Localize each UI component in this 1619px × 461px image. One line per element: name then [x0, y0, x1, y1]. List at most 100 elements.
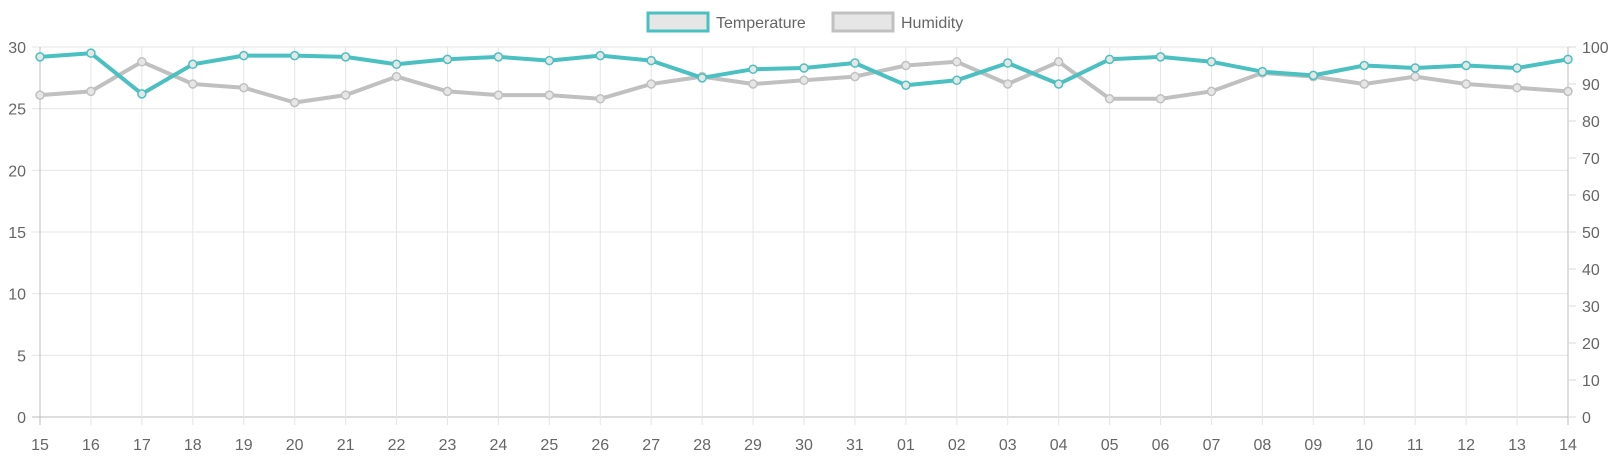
legend-item-humidity[interactable]: Humidity: [831, 11, 963, 33]
point-temperature[interactable]: [1308, 70, 1319, 81]
point-temperature[interactable]: [544, 55, 555, 66]
x-tick-label: 11: [1407, 437, 1424, 454]
point-temperature[interactable]: [442, 54, 453, 65]
point-humidity[interactable]: [1002, 79, 1013, 89]
legend-label-humidity: Humidity: [901, 15, 963, 32]
x-tick-label: 23: [439, 437, 457, 454]
point-humidity[interactable]: [1461, 79, 1471, 89]
point-humidity[interactable]: [544, 90, 555, 100]
point-temperature[interactable]: [137, 89, 147, 99]
point-temperature[interactable]: [1206, 57, 1217, 67]
x-tick-label: 21: [337, 437, 355, 454]
y-left-tick-label: 0: [17, 410, 26, 427]
x-tick-label: 01: [897, 437, 915, 454]
point-temperature[interactable]: [1053, 79, 1064, 89]
point-humidity[interactable]: [137, 57, 147, 67]
point-humidity[interactable]: [1104, 94, 1115, 104]
x-tick-label: 14: [1559, 437, 1577, 454]
x-tick-label: 08: [1254, 437, 1272, 454]
x-tick-label: 13: [1508, 437, 1526, 454]
point-humidity[interactable]: [238, 82, 249, 93]
point-temperature[interactable]: [1257, 66, 1268, 77]
point-temperature[interactable]: [901, 80, 911, 90]
point-humidity[interactable]: [799, 75, 809, 86]
point-humidity[interactable]: [952, 57, 962, 67]
x-tick-label: 02: [948, 437, 966, 454]
point-humidity[interactable]: [1359, 79, 1370, 89]
grid: [32, 46, 1576, 425]
point-temperature[interactable]: [1410, 63, 1420, 73]
y-right-tick-label: 70: [1582, 151, 1600, 168]
point-humidity[interactable]: [35, 90, 45, 100]
legend-swatch-temperature: [646, 11, 710, 33]
y-right-tick-label: 90: [1582, 77, 1600, 94]
point-temperature[interactable]: [340, 52, 351, 62]
legend-label-temperature: Temperature: [716, 15, 806, 32]
point-temperature[interactable]: [289, 50, 300, 61]
point-temperature[interactable]: [1155, 52, 1166, 62]
y-right-tick-label: 40: [1582, 262, 1600, 279]
point-temperature[interactable]: [1512, 63, 1522, 73]
y-right-tick-label: 10: [1582, 373, 1600, 390]
x-tick-label: 18: [184, 437, 202, 454]
point-humidity[interactable]: [748, 79, 758, 89]
point-temperature[interactable]: [1563, 54, 1573, 65]
point-temperature[interactable]: [595, 50, 606, 61]
x-tick-label: 30: [795, 437, 813, 454]
x-tick-label: 25: [540, 437, 558, 454]
point-humidity[interactable]: [1206, 86, 1217, 97]
x-tick-label: 20: [286, 437, 304, 454]
point-humidity[interactable]: [442, 86, 453, 97]
x-tick-label: 19: [235, 437, 253, 454]
y-right-tick-label: 30: [1582, 299, 1600, 316]
point-temperature[interactable]: [799, 63, 809, 73]
y-right-tick-label: 0: [1582, 410, 1591, 427]
point-temperature[interactable]: [188, 59, 198, 70]
point-temperature[interactable]: [850, 58, 860, 68]
x-tick-label: 12: [1457, 437, 1475, 454]
point-humidity[interactable]: [1512, 82, 1522, 93]
x-tick-label: 04: [1050, 437, 1068, 454]
legend[interactable]: Temperature Humidity: [646, 11, 963, 33]
point-humidity[interactable]: [1410, 71, 1420, 82]
point-temperature[interactable]: [646, 55, 656, 66]
point-temperature[interactable]: [697, 73, 707, 83]
point-humidity[interactable]: [289, 97, 300, 108]
x-tick-label: 28: [693, 437, 711, 454]
point-temperature[interactable]: [1359, 60, 1370, 71]
point-humidity[interactable]: [340, 90, 351, 100]
point-humidity[interactable]: [86, 86, 96, 97]
point-temperature[interactable]: [1461, 60, 1471, 71]
point-humidity[interactable]: [595, 94, 606, 104]
legend-item-temperature[interactable]: Temperature: [646, 11, 806, 33]
point-temperature[interactable]: [748, 64, 758, 74]
point-temperature[interactable]: [1002, 58, 1013, 68]
point-humidity[interactable]: [493, 90, 504, 100]
point-humidity[interactable]: [1053, 57, 1064, 67]
y-left-tick-label: 10: [8, 287, 26, 304]
x-tick-label: 17: [133, 437, 151, 454]
point-temperature[interactable]: [952, 75, 962, 86]
point-temperature[interactable]: [86, 48, 96, 58]
y-left-tick-label: 30: [8, 40, 26, 57]
point-humidity[interactable]: [850, 71, 860, 82]
point-humidity[interactable]: [391, 71, 402, 82]
point-temperature[interactable]: [238, 50, 249, 61]
x-tick-label: 16: [82, 437, 100, 454]
point-temperature[interactable]: [35, 52, 45, 62]
point-humidity[interactable]: [646, 79, 656, 89]
point-humidity[interactable]: [1563, 86, 1573, 97]
point-humidity[interactable]: [188, 79, 198, 89]
point-humidity[interactable]: [1155, 94, 1166, 104]
x-tick-label: 24: [490, 437, 508, 454]
point-humidity[interactable]: [901, 60, 911, 71]
y-left-tick-label: 25: [8, 102, 26, 119]
x-tick-label: 26: [591, 437, 609, 454]
point-temperature[interactable]: [391, 59, 402, 70]
x-tick-label: 29: [744, 437, 762, 454]
point-temperature[interactable]: [493, 52, 504, 62]
y-left-tick-label: 20: [8, 163, 26, 180]
point-temperature[interactable]: [1104, 54, 1115, 65]
series: [35, 48, 1573, 108]
